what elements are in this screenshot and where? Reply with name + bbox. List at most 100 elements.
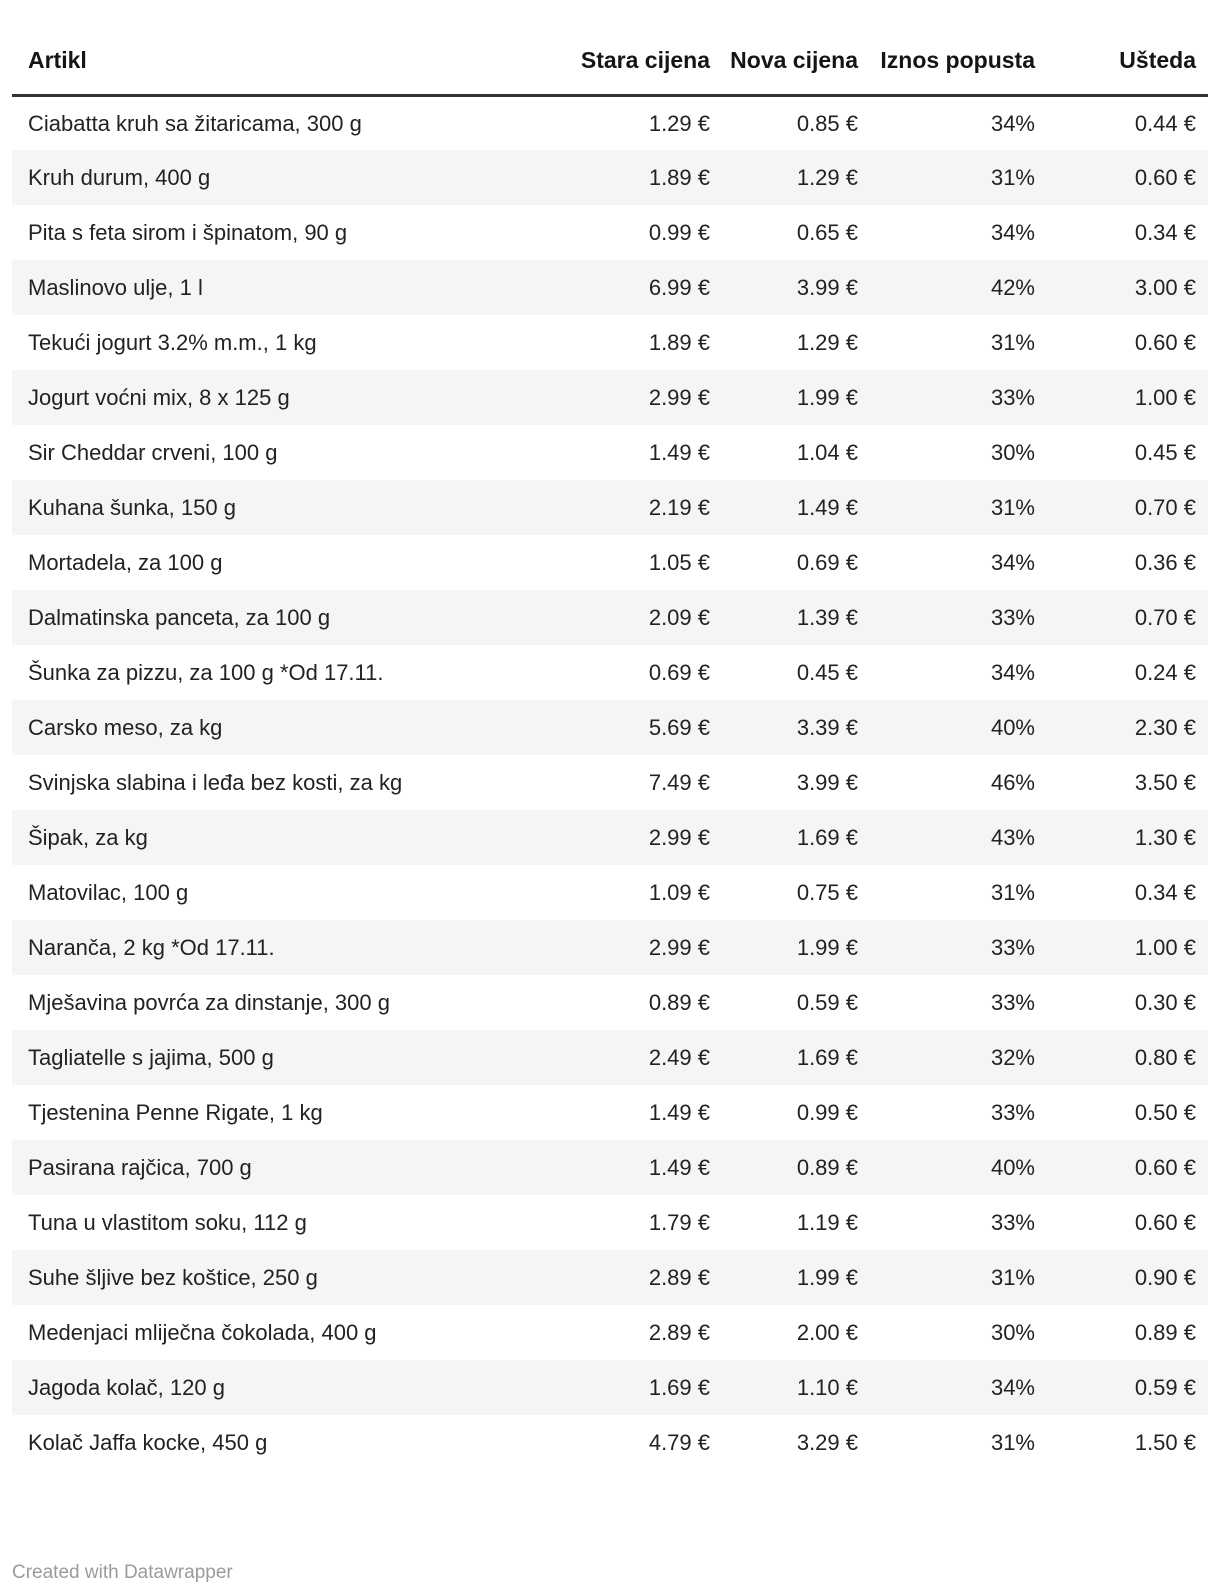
cell-nova-cijena: 0.99 € <box>796 1100 858 1126</box>
table-row: Ciabatta kruh sa žitaricama, 300 g 1.29 €… <box>12 95 1208 150</box>
cell-stara-cijena: 1.49 € <box>648 1155 710 1181</box>
table-row: Sir Cheddar crveni, 100 g 1.49 € 1.04 € 30%… <box>12 425 1208 480</box>
cell-usteda: 2.30 € <box>1134 715 1196 741</box>
cell-stara-cijena: 2.99 € <box>648 385 710 411</box>
cell-usteda: 0.30 € <box>1134 990 1196 1016</box>
header-row: Artikl Stara cijena Nova cijena Iznos po… <box>12 0 1208 97</box>
cell-nova-cijena: 1.29 € <box>796 165 858 191</box>
cell-artikl: Pita s feta sirom i špinatom, 90 g <box>28 220 348 246</box>
cell-stara-cijena: 1.29 € <box>648 110 710 136</box>
table-row: Maslinovo ulje, 1 l 6.99 € 3.99 € 42% 3.00 € <box>12 260 1208 316</box>
cell-usteda: 0.90 € <box>1134 1265 1196 1291</box>
datawrapper-credit: Created with Datawrapper <box>12 1562 233 1583</box>
cell-usteda: 3.50 € <box>1134 770 1196 796</box>
table-row: Tekući jogurt 3.2% m.m., 1 kg 1.89 € 1.29 … <box>12 315 1208 370</box>
cell-iznos-popusta: 33% <box>990 1100 1035 1126</box>
table-row: Medenjaci mliječna čokolada, 400 g 2.89 €… <box>12 1305 1208 1360</box>
cell-nova-cijena: 1.69 € <box>796 1045 858 1071</box>
cell-stara-cijena: 0.89 € <box>648 990 710 1016</box>
cell-artikl: Kuhana šunka, 150 g <box>28 495 236 521</box>
cell-stara-cijena: 2.09 € <box>648 605 710 631</box>
cell-nova-cijena: 3.99 € <box>796 275 858 301</box>
cell-artikl: Matovilac, 100 g <box>28 880 189 906</box>
cell-usteda: 0.24 € <box>1134 660 1196 686</box>
cell-stara-cijena: 1.49 € <box>648 440 710 466</box>
col-header-iznos-popusta: Iznos popusta <box>858 0 1035 97</box>
cell-usteda: 0.36 € <box>1134 550 1196 576</box>
cell-stara-cijena: 0.69 € <box>648 660 710 686</box>
cell-usteda: 0.60 € <box>1134 1210 1196 1236</box>
cell-nova-cijena: 1.69 € <box>796 825 858 851</box>
cell-nova-cijena: 3.29 € <box>796 1430 858 1456</box>
cell-iznos-popusta: 34% <box>990 220 1035 246</box>
cell-artikl: Jagoda kolač, 120 g <box>28 1375 225 1401</box>
cell-nova-cijena: 3.39 € <box>796 715 858 741</box>
cell-usteda: 0.59 € <box>1134 1375 1196 1401</box>
cell-iznos-popusta: 40% <box>990 715 1035 741</box>
cell-iznos-popusta: 33% <box>990 385 1035 411</box>
cell-stara-cijena: 7.49 € <box>648 770 710 796</box>
cell-usteda: 0.34 € <box>1134 220 1196 246</box>
table-row: Matovilac, 100 g 1.09 € 0.75 € 31% 0.34 € <box>12 865 1208 920</box>
table-row: Pita s feta sirom i špinatom, 90 g 0.99 €… <box>12 205 1208 260</box>
cell-nova-cijena: 1.99 € <box>796 385 858 411</box>
cell-usteda: 0.60 € <box>1134 1155 1196 1181</box>
cell-iznos-popusta: 31% <box>990 1430 1035 1456</box>
table-row: Svinjska slabina i leđa bez kosti, za kg… <box>12 755 1208 810</box>
cell-iznos-popusta: 34% <box>990 550 1035 576</box>
cell-artikl: Tuna u vlastitom soku, 112 g <box>28 1210 307 1236</box>
cell-stara-cijena: 1.05 € <box>648 550 710 576</box>
cell-usteda: 0.70 € <box>1134 495 1196 521</box>
cell-iznos-popusta: 33% <box>990 990 1035 1016</box>
cell-iznos-popusta: 32% <box>990 1045 1035 1071</box>
table-row: Kolač Jaffa kocke, 450 g 4.79 € 3.29 € 31% 1… <box>12 1415 1208 1470</box>
cell-nova-cijena: 1.19 € <box>796 1210 858 1236</box>
cell-usteda: 0.89 € <box>1134 1320 1196 1346</box>
cell-usteda: 0.45 € <box>1134 440 1196 466</box>
cell-usteda: 0.70 € <box>1134 605 1196 631</box>
cell-iznos-popusta: 40% <box>990 1155 1035 1181</box>
col-header-artikl: Artikl <box>12 0 570 97</box>
cell-nova-cijena: 1.10 € <box>796 1375 858 1401</box>
cell-artikl: Suhe šljive bez koštice, 250 g <box>28 1265 318 1291</box>
cell-artikl: Medenjaci mliječna čokolada, 400 g <box>28 1320 377 1346</box>
table-row: Šunka za pizzu, za 100 g *Od 17.11. 0.69 … <box>12 645 1208 700</box>
cell-usteda: 0.60 € <box>1134 165 1196 191</box>
cell-stara-cijena: 1.89 € <box>648 330 710 356</box>
cell-nova-cijena: 1.04 € <box>796 440 858 466</box>
cell-artikl: Pasirana rajčica, 700 g <box>28 1155 252 1181</box>
cell-iznos-popusta: 33% <box>990 935 1035 961</box>
table-row: Mješavina povrća za dinstanje, 300 g 0.89… <box>12 975 1208 1030</box>
table-row: Suhe šljive bez koštice, 250 g 2.89 € 1.99… <box>12 1250 1208 1306</box>
table-row: Naranča, 2 kg *Od 17.11. 2.99 € 1.99 € 33% 1… <box>12 920 1208 976</box>
cell-iznos-popusta: 34% <box>990 110 1035 136</box>
cell-nova-cijena: 2.00 € <box>796 1320 858 1346</box>
cell-iznos-popusta: 31% <box>990 165 1035 191</box>
cell-artikl: Šipak, za kg <box>28 825 148 851</box>
cell-artikl: Maslinovo ulje, 1 l <box>28 275 203 301</box>
cell-artikl: Tjestenina Penne Rigate, 1 kg <box>28 1100 323 1126</box>
table-row: Tuna u vlastitom soku, 112 g 1.79 € 1.19 €… <box>12 1195 1208 1250</box>
cell-artikl: Naranča, 2 kg *Od 17.11. <box>28 935 275 961</box>
cell-stara-cijena: 1.89 € <box>648 165 710 191</box>
table-header: Artikl Stara cijena Nova cijena Iznos po… <box>12 0 1208 97</box>
table-row: Mortadela, za 100 g 1.05 € 0.69 € 34% 0.36 € <box>12 535 1208 590</box>
cell-usteda: 0.60 € <box>1134 330 1196 356</box>
cell-stara-cijena: 2.89 € <box>648 1265 710 1291</box>
cell-stara-cijena: 2.19 € <box>648 495 710 521</box>
cell-nova-cijena: 1.99 € <box>796 935 858 961</box>
cell-usteda: 1.00 € <box>1134 385 1196 411</box>
cell-artikl: Sir Cheddar crveni, 100 g <box>28 440 278 466</box>
cell-iznos-popusta: 31% <box>990 330 1035 356</box>
table-row: Carsko meso, za kg 5.69 € 3.39 € 40% 2.30 € <box>12 700 1208 756</box>
cell-iznos-popusta: 42% <box>990 275 1035 301</box>
table-row: Jogurt voćni mix, 8 x 125 g 2.99 € 1.99 € 3… <box>12 370 1208 426</box>
cell-iznos-popusta: 30% <box>990 1320 1035 1346</box>
cell-iznos-popusta: 46% <box>990 770 1035 796</box>
cell-artikl: Mješavina povrća za dinstanje, 300 g <box>28 990 390 1016</box>
cell-artikl: Tekući jogurt 3.2% m.m., 1 kg <box>28 330 317 356</box>
cell-usteda: 0.34 € <box>1134 880 1196 906</box>
cell-artikl: Svinjska slabina i leđa bez kosti, za kg <box>28 770 403 796</box>
cell-usteda: 3.00 € <box>1134 275 1196 301</box>
cell-artikl: Mortadela, za 100 g <box>28 550 223 576</box>
